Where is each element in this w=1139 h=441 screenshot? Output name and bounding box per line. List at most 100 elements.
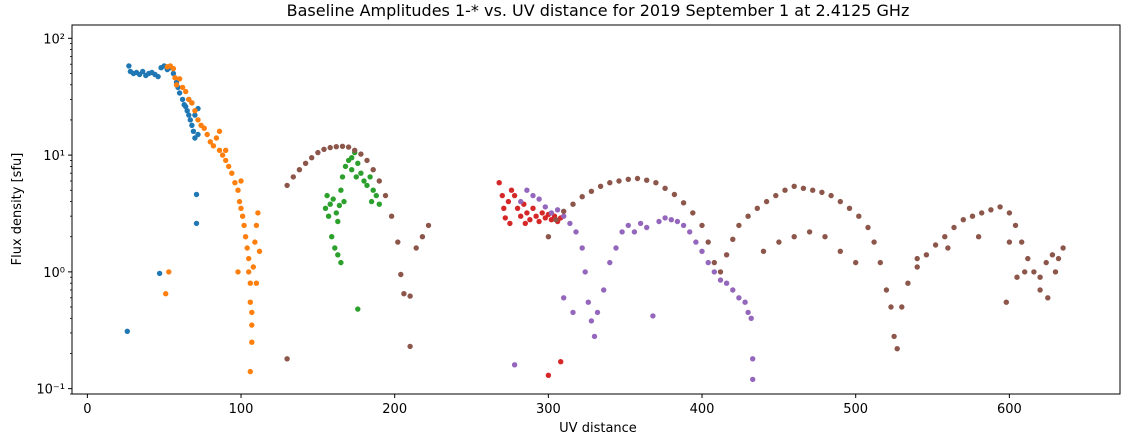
data-point (238, 205, 244, 211)
data-point (554, 207, 561, 213)
data-point (511, 192, 518, 199)
data-point (711, 269, 717, 275)
x-tick-label: 100 (229, 402, 254, 417)
data-point (170, 65, 177, 72)
data-point (750, 376, 756, 383)
data-point (969, 213, 976, 219)
data-point (223, 147, 229, 153)
data-point (1012, 222, 1019, 229)
data-point (791, 234, 797, 240)
data-point (1045, 295, 1051, 301)
data-point (239, 213, 246, 219)
data-point (195, 131, 201, 138)
data-point (1014, 274, 1020, 280)
data-point (349, 155, 355, 161)
data-point (705, 239, 711, 245)
data-point (367, 174, 373, 180)
data-point (253, 280, 260, 286)
chart-title: Baseline Amplitudes 1-* vs. UV distance … (287, 1, 910, 20)
data-point (545, 234, 552, 240)
data-point (539, 210, 545, 216)
data-point (189, 100, 195, 106)
data-point (370, 187, 376, 193)
data-point (241, 222, 247, 229)
data-point (1006, 210, 1013, 216)
data-point (837, 198, 843, 205)
data-point (616, 178, 622, 184)
data-point (496, 180, 502, 186)
data-point (358, 170, 364, 176)
data-point (579, 245, 585, 251)
data-point (567, 220, 573, 227)
data-point (527, 217, 533, 223)
data-point (183, 103, 189, 110)
data-point (717, 269, 724, 275)
data-point (693, 239, 699, 245)
data-point (238, 178, 244, 184)
data-point (905, 280, 911, 286)
data-point (355, 306, 361, 312)
data-point (256, 248, 263, 254)
data-point (407, 293, 413, 299)
data-point (190, 128, 197, 134)
data-point (499, 192, 505, 199)
data-point (166, 269, 172, 275)
data-point (508, 187, 515, 193)
data-point (625, 176, 631, 182)
data-point (325, 213, 332, 219)
data-point (170, 70, 177, 77)
x-axis-label: UV distance (559, 421, 637, 436)
data-point (883, 287, 890, 293)
x-tick-label: 600 (997, 402, 1022, 417)
data-point (361, 178, 367, 184)
data-point (382, 192, 389, 199)
data-point (253, 222, 260, 229)
data-point (250, 264, 256, 270)
data-point (1019, 239, 1025, 245)
data-point (723, 252, 730, 258)
data-point (232, 180, 238, 186)
data-point (407, 343, 413, 350)
data-point (800, 185, 807, 191)
data-point (619, 229, 625, 235)
data-point (210, 143, 217, 149)
data-point (201, 125, 207, 131)
data-point (364, 157, 370, 164)
data-point (942, 234, 948, 240)
data-point (1049, 252, 1056, 258)
data-point (745, 309, 751, 316)
data-point (235, 187, 241, 193)
data-point (284, 356, 290, 362)
data-point (219, 152, 226, 158)
data-point (644, 224, 650, 231)
data-point (315, 149, 321, 156)
data-point (561, 208, 567, 214)
data-point (951, 224, 957, 231)
data-point (338, 259, 344, 266)
data-point (570, 201, 576, 207)
data-point (235, 269, 241, 275)
data-point (156, 270, 163, 277)
plot-frame (71, 24, 1121, 395)
data-point (1021, 269, 1028, 275)
data-point (828, 192, 834, 199)
data-point (748, 315, 754, 321)
data-point (353, 174, 359, 180)
data-point (247, 299, 253, 305)
data-point (1025, 255, 1031, 262)
data-point (634, 175, 641, 182)
data-point (975, 234, 982, 240)
data-point (179, 96, 186, 103)
data-point (699, 248, 705, 254)
data-point (246, 255, 252, 262)
data-point (193, 220, 200, 227)
series-1 (124, 63, 201, 334)
y-tick-label: 10¹ (43, 149, 65, 164)
data-point (914, 264, 920, 270)
data-point (680, 200, 687, 206)
data-point (370, 167, 376, 173)
data-point (730, 236, 736, 242)
data-point (773, 192, 779, 199)
data-point (244, 245, 250, 251)
data-point (322, 205, 329, 211)
